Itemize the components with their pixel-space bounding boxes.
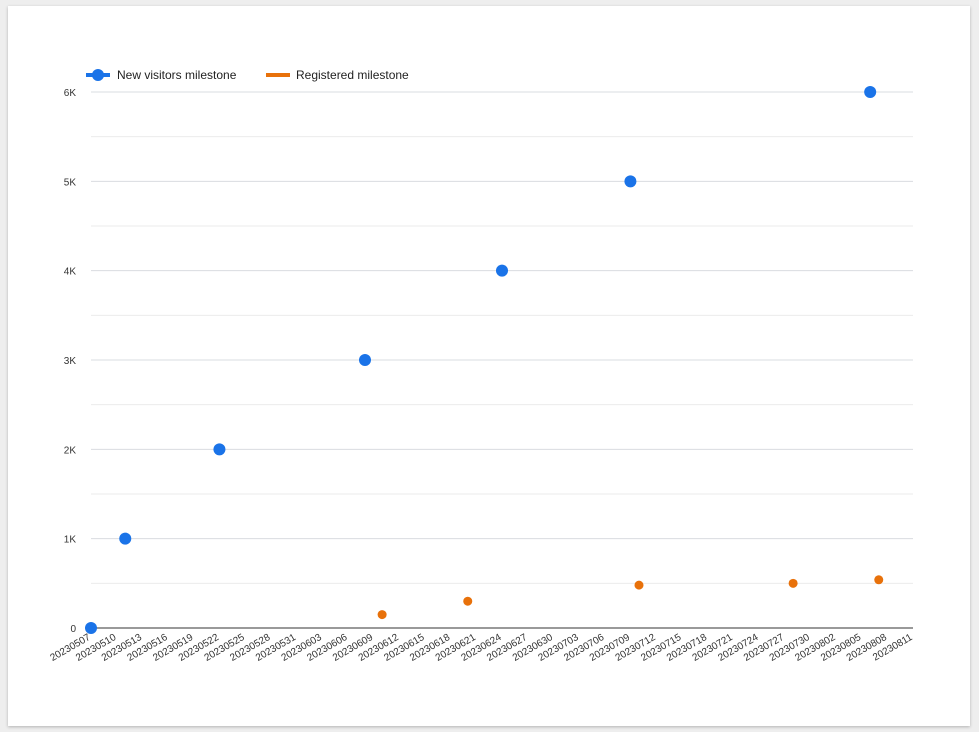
registered-point[interactable] [377, 610, 387, 620]
legend-item-registered[interactable]: Registered milestone [266, 68, 409, 82]
registered-point[interactable] [788, 578, 798, 588]
y-tick-label: 3K [64, 356, 77, 367]
registered-point[interactable] [634, 580, 644, 590]
new-visitors-point[interactable] [624, 175, 637, 188]
y-tick-label: 0 [70, 624, 76, 635]
scatter-chart: 0 1K 2K 3K 4K 5K 6K 20230507202305102023051320… [48, 68, 914, 664]
y-tick-label: 2K [64, 445, 77, 456]
y-tick-label: 1K [64, 535, 77, 546]
x-axis-ticks: 2023050720230510202305132023051620230519… [48, 632, 914, 664]
new-visitors-point[interactable] [359, 354, 371, 366]
new-visitors-point[interactable] [864, 86, 877, 98]
new-visitors-point[interactable] [496, 264, 508, 277]
legend[interactable]: New visitors milestone Registered milest… [86, 68, 409, 82]
gridlines [91, 91, 913, 584]
legend-swatch-dot [92, 69, 104, 81]
y-tick-label: 4K [64, 267, 77, 278]
data-points [85, 86, 884, 634]
legend-item-new-visitors[interactable]: New visitors milestone [86, 68, 237, 82]
legend-label: Registered milestone [296, 68, 409, 82]
legend-label: New visitors milestone [117, 68, 237, 82]
new-visitors-point[interactable] [119, 532, 132, 545]
y-tick-label: 5K [64, 177, 77, 188]
registered-point[interactable] [463, 596, 473, 606]
y-tick-label: 6K [64, 88, 77, 99]
chart-card: 0 1K 2K 3K 4K 5K 6K 20230507 20230510 20230513 20… [8, 6, 970, 726]
registered-point[interactable] [874, 575, 884, 585]
new-visitors-point[interactable] [213, 443, 226, 456]
new-visitors-point[interactable] [85, 622, 97, 634]
y-axis-ticks: 0 1K 2K 3K 4K 5K 6K [64, 88, 77, 635]
